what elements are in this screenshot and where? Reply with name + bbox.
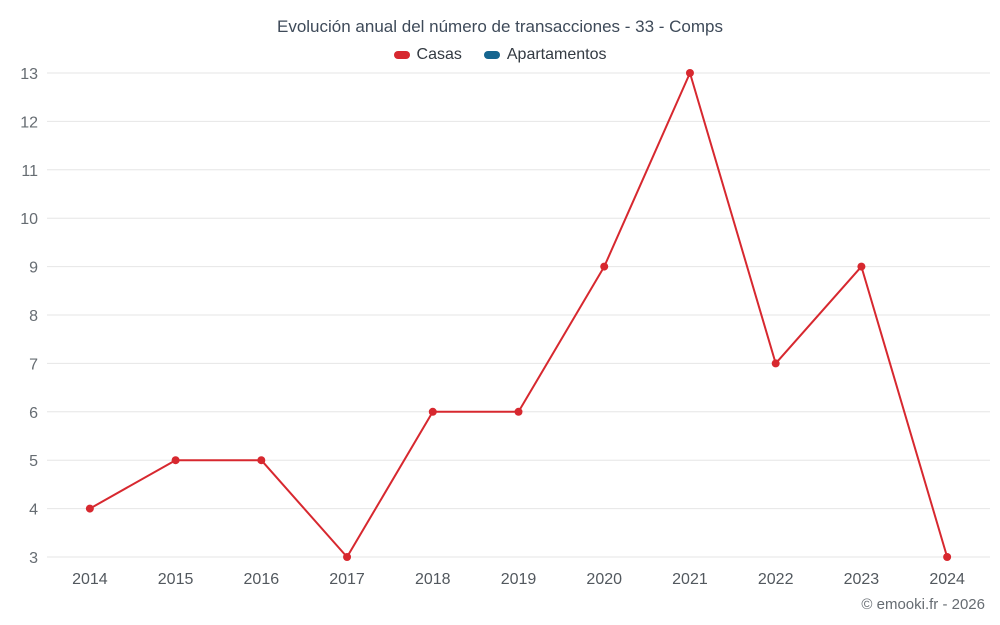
y-tick-label: 7	[29, 356, 38, 373]
legend-label: Casas	[416, 46, 462, 63]
copyright-credit[interactable]: © emooki.fr - 2026	[861, 596, 985, 613]
y-gridlines	[47, 72, 990, 558]
data-point[interactable]	[85, 504, 94, 513]
x-tick-label: 2015	[158, 571, 194, 588]
x-tick-label: 2024	[929, 571, 965, 588]
data-point[interactable]	[171, 456, 180, 465]
x-tick-label: 2018	[415, 571, 451, 588]
legend-swatch-icon	[393, 51, 410, 59]
y-tick-label: 12	[20, 114, 38, 131]
x-axis-labels: 2014 2015 2016 2017 2018 2019 2020 2021 2022 2023…	[72, 571, 965, 588]
legend-item-apartamentos[interactable]: Apartamentos	[483, 46, 607, 64]
data-point[interactable]	[857, 262, 866, 271]
y-tick-label: 3	[29, 550, 38, 567]
x-tick-label: 2017	[329, 571, 365, 588]
x-tick-label: 2023	[844, 571, 880, 588]
x-tick-label: 2019	[501, 571, 537, 588]
legend-label: Apartamentos	[506, 46, 607, 63]
x-tick-label: 2021	[672, 571, 708, 588]
series-casas	[85, 69, 952, 561]
y-axis-labels: 3 4 5 6 7 8 9 10 11 12 13	[20, 66, 38, 567]
x-tick-label: 2020	[586, 571, 622, 588]
x-tick-label: 2016	[244, 571, 280, 588]
y-tick-label: 5	[29, 453, 38, 470]
x-tick-label: 2022	[758, 571, 794, 588]
data-point[interactable]	[257, 456, 266, 465]
y-tick-label: 4	[29, 502, 38, 519]
legend-swatch-icon	[483, 51, 500, 59]
data-point[interactable]	[943, 553, 952, 561]
y-tick-label: 10	[20, 211, 38, 228]
y-tick-label: 11	[21, 163, 38, 180]
data-point[interactable]	[514, 407, 523, 416]
data-point[interactable]	[343, 553, 352, 561]
y-tick-label: 13	[20, 66, 38, 83]
y-tick-label: 8	[29, 308, 38, 325]
data-point[interactable]	[428, 407, 437, 416]
legend-item-casas[interactable]: Casas	[393, 46, 462, 64]
data-point[interactable]	[771, 359, 780, 368]
x-tick-label: 2014	[72, 571, 108, 588]
data-point[interactable]	[600, 262, 609, 271]
y-tick-label: 6	[29, 405, 38, 422]
data-point[interactable]	[685, 69, 694, 77]
y-tick-label: 9	[29, 260, 38, 277]
chart-legend: Casas Apartamentos	[0, 46, 1000, 64]
chart-title: Evolución anual del número de transaccio…	[276, 17, 724, 36]
